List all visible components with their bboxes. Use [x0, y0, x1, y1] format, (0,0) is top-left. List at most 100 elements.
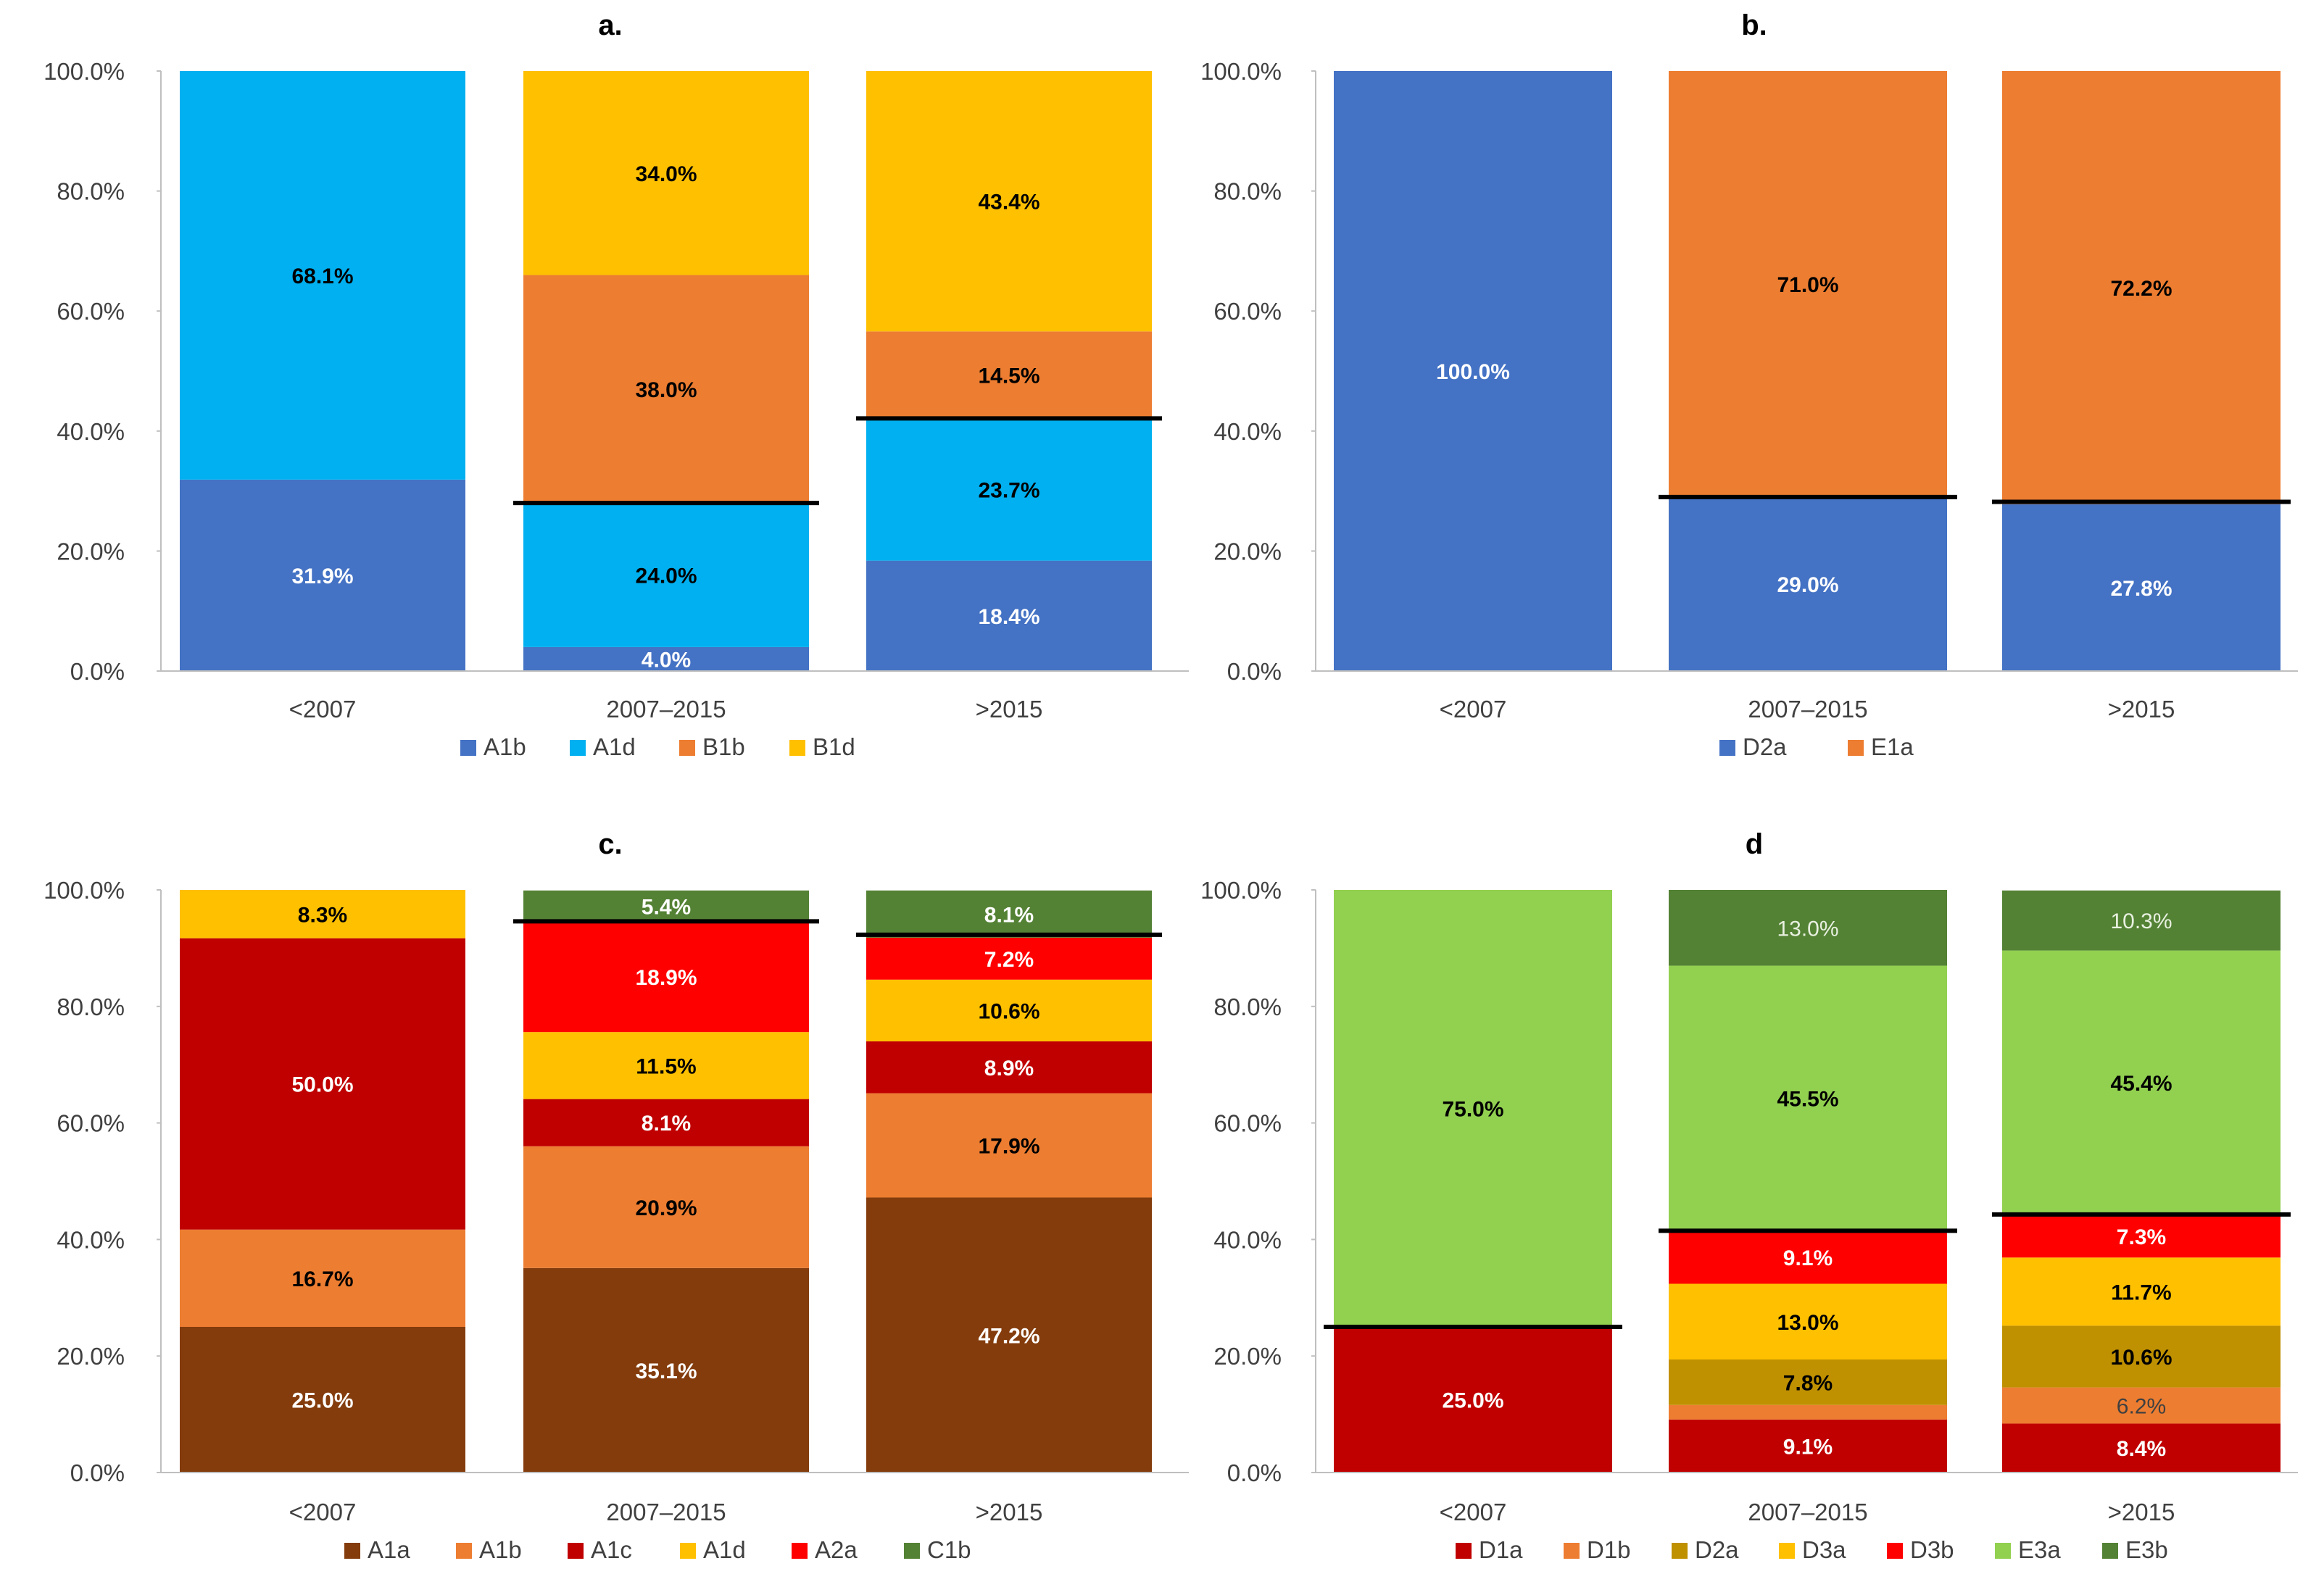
data-label: 17.9%	[978, 1135, 1039, 1159]
bar-d1b-1	[1669, 1404, 1947, 1420]
bar-e3b-2	[2002, 890, 2281, 951]
y-tick-label: 60.0%	[1213, 298, 1282, 325]
bar-a1b-2	[866, 560, 1152, 671]
legend-swatch	[1719, 740, 1735, 756]
bar-d2a-1	[1669, 496, 1947, 671]
y-tick-label: 0.0%	[1227, 1459, 1282, 1486]
data-label: 11.7%	[2111, 1280, 2171, 1304]
bar-a1b-1	[523, 1146, 809, 1268]
legend-entry: D1a	[1479, 1536, 1523, 1563]
data-label: 10.6%	[2110, 1346, 2172, 1370]
legend-swatch	[568, 1543, 584, 1559]
data-label: 9.1%	[1783, 1246, 1833, 1270]
legend-swatch	[1848, 740, 1864, 756]
bar-e3a-2	[2002, 950, 2281, 1215]
legend-entry: A1a	[368, 1536, 410, 1563]
chart-panel-0: a. 0.0% 20.0% 40.0% 60.0% 80.0% 100.0% 31.9% 68.…	[43, 9, 1189, 760]
data-label: 7.2%	[984, 948, 1034, 972]
bar-a1a-2	[866, 1197, 1152, 1473]
data-label: 43.4%	[978, 191, 1039, 215]
legend-swatch	[789, 740, 805, 756]
bar-c1b-2	[866, 890, 1152, 938]
legend-swatch	[456, 1543, 472, 1559]
y-tick-label: 100.0%	[1200, 877, 1282, 904]
bar-a1c-1	[523, 1099, 809, 1146]
y-tick-label: 40.0%	[57, 1226, 125, 1253]
y-tick-label: 80.0%	[1213, 178, 1282, 205]
bar-b1d-2	[866, 71, 1152, 332]
x-tick-label: <2007	[1440, 1499, 1507, 1525]
data-label: 13.0%	[1777, 917, 1838, 941]
data-label: 68.1%	[291, 265, 353, 288]
legend-swatch	[792, 1543, 808, 1559]
y-tick-label: 40.0%	[1213, 1226, 1282, 1253]
bar-a1b-2	[866, 1093, 1152, 1198]
data-label: 25.0%	[1442, 1389, 1503, 1413]
legend-swatch	[1779, 1543, 1795, 1559]
bar-e1a-1	[1669, 71, 1947, 497]
data-label: 4.0%	[642, 648, 691, 672]
x-tick-label: 2007–2015	[1748, 1499, 1867, 1525]
data-label: 29.0%	[1777, 573, 1838, 597]
bar-a1a-0	[180, 1327, 465, 1473]
bar-d2a-2	[2002, 1325, 2281, 1388]
legend-swatch	[1456, 1543, 1472, 1559]
legend-swatch	[1995, 1543, 2011, 1559]
y-tick-label: 80.0%	[57, 994, 125, 1020]
x-tick-label: <2007	[1440, 696, 1507, 722]
data-label: 75.0%	[1442, 1098, 1503, 1122]
bar-a2a-1	[523, 922, 809, 1033]
bar-d1a-0	[1334, 1327, 1612, 1473]
y-tick-label: 60.0%	[57, 1110, 125, 1137]
legend-swatch	[344, 1543, 360, 1559]
legend-entry: D3a	[1802, 1536, 1846, 1563]
x-tick-label: >2015	[2108, 1499, 2175, 1525]
y-tick-label: 40.0%	[1213, 418, 1282, 445]
bar-d1a-2	[2002, 1423, 2281, 1473]
bar-a1b-0	[180, 1229, 465, 1327]
data-label: 5.4%	[642, 896, 691, 920]
bar-a2a-2	[866, 937, 1152, 980]
y-tick-label: 0.0%	[70, 658, 125, 685]
y-tick-label: 20.0%	[57, 538, 125, 565]
bar-b1b-1	[523, 275, 809, 504]
data-label: 25.0%	[291, 1389, 353, 1413]
bar-b1b-2	[866, 331, 1152, 419]
data-label: 8.1%	[642, 1112, 691, 1136]
bar-d1a-1	[1669, 1419, 1947, 1473]
y-tick-label: 20.0%	[1213, 1343, 1282, 1370]
y-tick-label: 80.0%	[1213, 994, 1282, 1020]
bar-a1d-1	[523, 503, 809, 647]
legend-entry: D1b	[1587, 1536, 1631, 1563]
data-label: 14.5%	[978, 364, 1039, 388]
y-tick-label: 0.0%	[70, 1459, 125, 1486]
chart-title: a.	[598, 9, 622, 41]
data-label: 10.3%	[2110, 909, 2172, 933]
bar-e3b-1	[1669, 890, 1947, 966]
bar-a1b-1	[523, 646, 809, 671]
data-label: 100.0%	[1436, 360, 1510, 384]
legend-swatch	[904, 1543, 920, 1559]
y-tick-label: 60.0%	[57, 298, 125, 325]
data-label: 45.4%	[2110, 1072, 2172, 1096]
data-label: 8.1%	[984, 903, 1034, 927]
x-tick-label: 2007–2015	[606, 696, 726, 722]
y-tick-label: 100.0%	[1200, 58, 1282, 85]
data-label: 47.2%	[978, 1324, 1039, 1348]
x-tick-label: 2007–2015	[1748, 696, 1867, 722]
data-label: 11.5%	[636, 1054, 696, 1078]
legend-swatch	[2102, 1543, 2118, 1559]
y-tick-label: 20.0%	[1213, 538, 1282, 565]
bar-a1c-0	[180, 938, 465, 1230]
legend-swatch	[1564, 1543, 1580, 1559]
x-tick-label: <2007	[289, 1499, 357, 1525]
y-tick-label: 100.0%	[43, 877, 125, 904]
chart-title: d	[1746, 828, 1763, 860]
legend-swatch	[679, 740, 695, 756]
legend-entry: A1d	[593, 733, 636, 760]
data-label: 6.2%	[2117, 1395, 2166, 1419]
x-tick-label: <2007	[289, 696, 357, 722]
data-label: 7.8%	[1783, 1371, 1833, 1395]
bar-b1d-1	[523, 71, 809, 275]
